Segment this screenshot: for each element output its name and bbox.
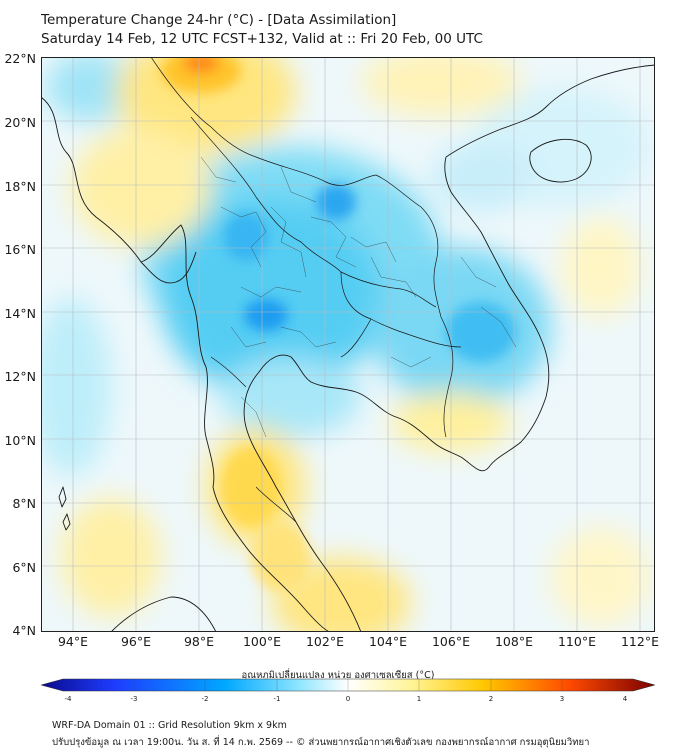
colorbar-tick: -1 — [273, 695, 281, 703]
colorbar-tick: 2 — [488, 695, 494, 703]
lat-label-14: 14°N — [4, 306, 36, 321]
coastlines — [41, 64, 655, 632]
colorbar-title: อุณหภูมิเปลี่ยนแปลง หน่วย องศาเซลเซียส (… — [241, 670, 435, 681]
lon-label-96: 96°E — [120, 634, 152, 649]
colorbar-tick: 0 — [345, 695, 351, 703]
temperature-field — [41, 57, 651, 632]
lon-label-112: 112°E — [620, 634, 659, 649]
lon-label-106: 106°E — [431, 634, 470, 649]
lat-label-10: 10°N — [4, 433, 36, 448]
lon-label-110: 110°E — [557, 634, 596, 649]
lat-label-18: 18°N — [4, 179, 36, 194]
colorbar-tick: 1 — [416, 695, 422, 703]
temperature-change-map — [41, 57, 655, 632]
colorbar-tick: -2 — [201, 695, 209, 703]
colorbar-tick: 4 — [622, 695, 628, 703]
lat-label-20: 20°N — [4, 115, 36, 130]
lat-label-16: 16°N — [4, 242, 36, 257]
lon-label-102: 102°E — [305, 634, 344, 649]
lon-label-100: 100°E — [242, 634, 281, 649]
lon-label-94: 94°E — [57, 634, 89, 649]
colorbar — [41, 678, 655, 692]
footer-credit: ปรับปรุงข้อมูล ณ เวลา 19:00น. วัน ส. ที่… — [52, 737, 590, 748]
lat-label-12: 12°N — [4, 369, 36, 384]
graticule — [41, 57, 655, 632]
map-title: Temperature Change 24-hr (°C) - [Data As… — [41, 12, 397, 28]
lon-label-104: 104°E — [368, 634, 407, 649]
lat-label-22: 22°N — [4, 51, 36, 66]
lat-label-4: 4°N — [12, 623, 36, 638]
colorbar-tick: -4 — [64, 695, 72, 703]
footer-resolution: WRF-DA Domain 01 :: Grid Resolution 9km … — [52, 720, 287, 731]
colorbar-tick: 3 — [559, 695, 565, 703]
lon-label-108: 108°E — [494, 634, 533, 649]
lat-label-6: 6°N — [12, 560, 36, 575]
lat-label-8: 8°N — [12, 496, 36, 511]
lon-label-98: 98°E — [183, 634, 215, 649]
colorbar-tick: -3 — [130, 695, 138, 703]
map-subtitle: Saturday 14 Feb, 12 UTC FCST+132, Valid … — [41, 31, 483, 47]
